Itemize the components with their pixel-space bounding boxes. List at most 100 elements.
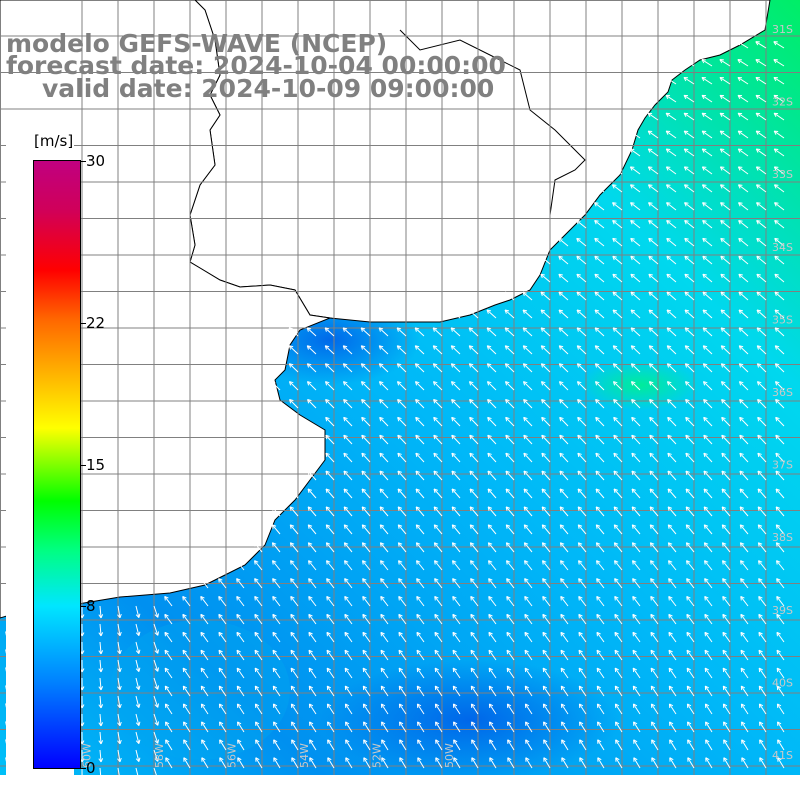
wind-arrow: [504, 363, 515, 373]
wind-arrow: [273, 721, 281, 733]
wind-arrow: [542, 685, 551, 697]
wind-arrow: [452, 631, 461, 643]
wind-arrow: [523, 488, 533, 499]
wind-arrow: [612, 327, 623, 337]
wind-arrow: [597, 739, 605, 751]
wind-arrow: [289, 506, 299, 517]
wind-arrow: [288, 381, 299, 391]
wind-arrow: [271, 542, 281, 553]
wind-arrow: [559, 506, 569, 517]
wind-arrow: [667, 398, 677, 409]
wind-arrow: [702, 345, 713, 355]
wind-arrow: [632, 685, 641, 697]
wind-arrow: [379, 416, 389, 427]
wind-arrow: [759, 757, 767, 769]
wind-arrow: [756, 309, 767, 319]
wind-arrow: [201, 739, 209, 751]
wind-arrow: [632, 560, 641, 571]
wind-arrow: [415, 416, 425, 427]
wind-arrow: [755, 166, 767, 175]
wind-arrow: [777, 739, 785, 751]
wind-arrow: [451, 434, 461, 445]
wind-arrow: [433, 488, 443, 499]
wind-arrow: [309, 757, 317, 769]
wind-arrow: [254, 595, 263, 607]
wind-arrow: [651, 739, 659, 751]
wind-arrow: [504, 309, 515, 319]
wind-arrow: [327, 757, 335, 769]
wind-arrow: [541, 470, 551, 481]
wind-arrow: [630, 345, 641, 355]
wind-arrow: [325, 416, 335, 427]
wind-arrow: [433, 398, 443, 409]
wind-arrow: [361, 398, 371, 409]
wind-arrow: [614, 667, 623, 679]
wind-arrow: [524, 667, 533, 679]
wind-arrow: [594, 202, 605, 211]
wind-arrow: [290, 613, 299, 625]
wind-arrow: [755, 184, 767, 193]
wind-arrow: [326, 631, 335, 643]
wind-arrow: [720, 220, 731, 229]
wind-arrow: [630, 255, 641, 265]
wind-arrow: [650, 613, 659, 625]
wind-arrow: [182, 613, 191, 625]
wind-arrow: [506, 578, 515, 589]
wind-arrow: [685, 452, 695, 463]
wind-arrow: [326, 667, 335, 679]
wind-arrow: [324, 381, 335, 391]
wind-arrow: [614, 685, 623, 697]
wind-arrow: [540, 327, 551, 337]
wind-arrow: [594, 345, 605, 355]
wind-arrow: [632, 613, 641, 625]
wind-arrow: [324, 345, 335, 355]
wind-arrow: [701, 94, 713, 103]
wind-arrow: [719, 94, 731, 103]
wind-arrow: [668, 703, 677, 715]
wind-arrow: [559, 416, 569, 427]
wind-arrow: [486, 363, 497, 373]
wind-arrow: [774, 220, 785, 229]
wind-arrow: [507, 739, 515, 751]
wind-arrow: [685, 488, 695, 499]
wind-arrow: [665, 148, 677, 157]
wind-arrow: [488, 685, 497, 697]
wind-arrow: [453, 757, 461, 769]
wind-arrow: [288, 363, 299, 373]
wind-arrow: [558, 345, 569, 355]
wind-arrow: [488, 578, 497, 589]
wind-arrow: [738, 220, 749, 229]
wind-arrow: [721, 398, 731, 409]
wind-arrow: [487, 470, 497, 481]
wind-arrow: [684, 363, 695, 373]
wind-arrow: [326, 578, 335, 589]
wind-arrow: [433, 452, 443, 463]
wind-arrow: [704, 649, 713, 661]
wind-arrow: [524, 631, 533, 643]
wind-arrow: [756, 273, 767, 283]
colorbar-tick-mark: [80, 768, 86, 769]
wind-arrow: [705, 721, 713, 733]
wind-arrow: [558, 291, 569, 301]
wind-arrow: [759, 721, 767, 733]
wind-arrow: [523, 506, 533, 517]
latitude-labels: 31S 32S 33S 34S 35S 36S 37S 38S 39S 40S 41S: [772, 23, 793, 762]
wind-arrow: [471, 721, 479, 733]
wind-arrow: [667, 506, 677, 517]
wind-arrow: [684, 255, 695, 265]
wind-arrow: [559, 434, 569, 445]
wind-arrow: [470, 649, 479, 661]
wind-arrow: [720, 255, 731, 265]
wind-arrow: [506, 703, 515, 715]
wind-arrow: [117, 677, 122, 691]
wind-arrow: [775, 470, 785, 481]
wind-arrow: [153, 731, 160, 744]
wind-arrow: [273, 739, 281, 751]
wind-arrow: [201, 757, 209, 769]
wind-arrow: [468, 381, 479, 391]
wind-arrow: [433, 506, 443, 517]
wind-arrow: [614, 703, 623, 715]
wind-arrow: [415, 524, 425, 535]
wind-arrow: [523, 416, 533, 427]
wind-arrow: [153, 695, 160, 708]
